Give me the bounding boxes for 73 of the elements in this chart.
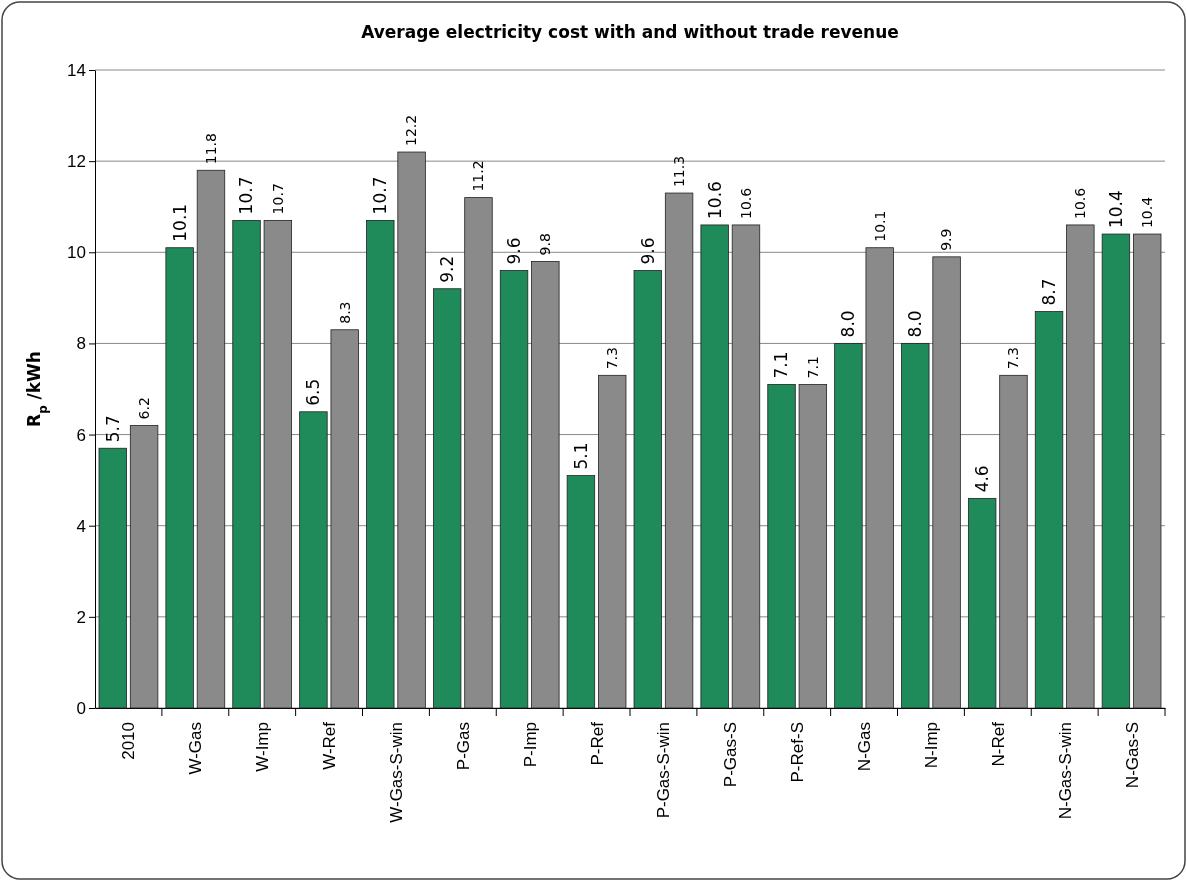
data-label: 12.2 bbox=[403, 114, 420, 147]
bar bbox=[901, 343, 930, 709]
bar bbox=[98, 447, 127, 709]
data-label: 10.6 bbox=[704, 181, 725, 219]
bar bbox=[700, 224, 729, 709]
bar bbox=[834, 343, 863, 709]
data-label: 5.7 bbox=[102, 415, 123, 443]
x-tick-label: 2010 bbox=[119, 722, 139, 760]
x-tick-label: N-Gas bbox=[855, 722, 875, 772]
data-label: 9.9 bbox=[938, 228, 955, 251]
data-label: 8.7 bbox=[1038, 278, 1059, 306]
bar bbox=[1101, 233, 1131, 709]
bar bbox=[566, 475, 596, 709]
x-tick-label: W-Imp bbox=[253, 722, 273, 772]
data-label: 4.6 bbox=[972, 465, 993, 493]
data-label: 7.3 bbox=[1005, 347, 1022, 370]
data-label: 9.8 bbox=[537, 233, 554, 256]
data-label: 5.1 bbox=[570, 442, 591, 470]
x-tick-label: W-Gas bbox=[186, 722, 206, 775]
data-label: 10.6 bbox=[737, 187, 754, 219]
bar bbox=[1034, 311, 1064, 709]
x-tick-label: W-Ref bbox=[320, 721, 340, 770]
y-tick-label: 10 bbox=[67, 243, 86, 263]
data-label: 10.4 bbox=[1105, 190, 1126, 229]
data-label: 8.3 bbox=[336, 301, 353, 324]
data-label: 10.7 bbox=[269, 183, 286, 215]
bar bbox=[499, 270, 529, 709]
data-label: 9.6 bbox=[637, 237, 658, 265]
data-label: 7.3 bbox=[604, 347, 621, 370]
x-tick-label: N-Gas-S-win bbox=[1055, 722, 1075, 820]
data-label: 10.4 bbox=[1139, 196, 1156, 229]
data-label: 11.3 bbox=[670, 155, 687, 188]
x-tick-label: P-Gas bbox=[453, 722, 473, 771]
bar bbox=[767, 384, 796, 709]
data-label: 11.2 bbox=[470, 160, 487, 192]
data-label: 9.6 bbox=[503, 237, 524, 265]
bar bbox=[299, 411, 328, 709]
data-label: 8.0 bbox=[905, 310, 926, 338]
data-label: 10.1 bbox=[169, 203, 190, 242]
bar bbox=[633, 270, 662, 709]
data-label: 7.1 bbox=[804, 356, 821, 379]
x-tick-label: P-Ref bbox=[587, 721, 607, 766]
bar bbox=[432, 288, 462, 709]
y-tick-label: 8 bbox=[76, 334, 86, 354]
y-tick-label: 6 bbox=[76, 425, 86, 445]
x-tick-label: P-Imp bbox=[520, 722, 540, 768]
bar bbox=[366, 219, 395, 709]
x-tick-label: P-Gas-S-win bbox=[654, 722, 674, 819]
y-tick-label: 12 bbox=[67, 152, 86, 172]
data-label: 10.1 bbox=[871, 210, 888, 242]
y-tick-label: 0 bbox=[76, 698, 86, 718]
y-tick-label: 4 bbox=[76, 516, 86, 536]
x-tick-label: P-Ref-S bbox=[788, 722, 808, 783]
y-tick-label: 2 bbox=[76, 607, 86, 627]
data-label: 10.7 bbox=[236, 176, 257, 215]
data-label: 9.2 bbox=[437, 255, 458, 283]
x-tick-label: W-Gas-S-win bbox=[386, 722, 406, 823]
data-label: 6.2 bbox=[135, 397, 152, 420]
y-tick-label: 14 bbox=[67, 60, 86, 80]
chart-title: Average electricity cost with and without trade revenue bbox=[361, 22, 899, 42]
x-tick-label: N-Ref bbox=[988, 721, 1008, 767]
data-label: 10.6 bbox=[1072, 187, 1089, 219]
x-tick-label: N-Gas-S bbox=[1122, 722, 1142, 789]
x-tick-label: N-Imp bbox=[921, 722, 941, 769]
data-label: 11.8 bbox=[202, 133, 219, 165]
data-label: 10.7 bbox=[370, 176, 391, 215]
data-label: 6.5 bbox=[303, 378, 324, 406]
data-label: 8.0 bbox=[838, 310, 859, 338]
bar bbox=[232, 219, 261, 709]
bar bbox=[967, 497, 997, 709]
x-tick-label: P-Gas-S bbox=[721, 722, 741, 788]
bar bbox=[165, 247, 194, 709]
data-label: 7.1 bbox=[771, 351, 792, 379]
